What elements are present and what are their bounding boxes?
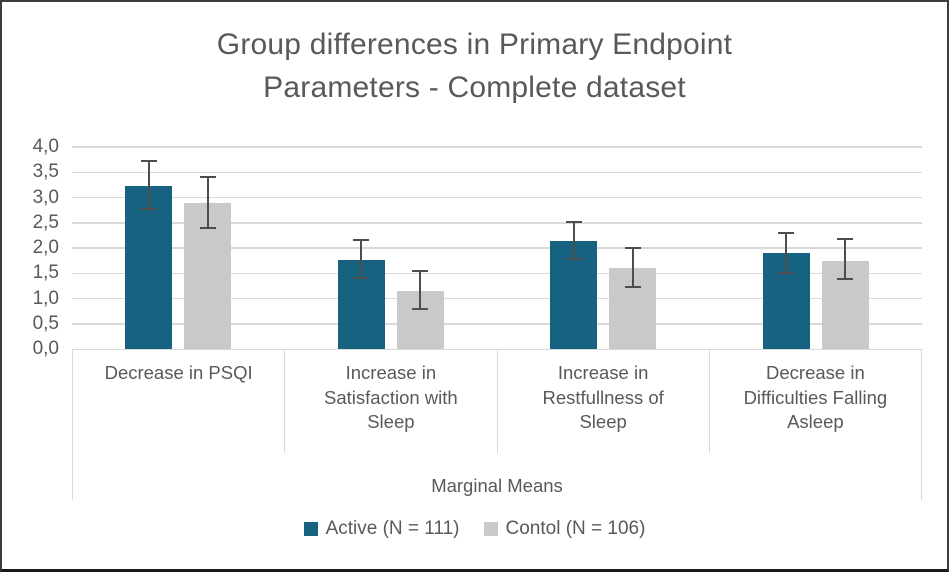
error-bar-line <box>419 270 422 309</box>
error-bar-cap <box>353 277 370 280</box>
error-bar-cap <box>624 286 641 289</box>
error-bar-line <box>844 238 847 280</box>
error-bar-cap <box>837 237 854 240</box>
category-label-row: Decrease in PSQI Increase in Satisfaction … <box>73 350 921 453</box>
legend-label: Contol (N = 106) <box>505 518 646 539</box>
gridline <box>72 171 922 173</box>
error-bar-cap <box>565 258 582 261</box>
error-bar-line <box>572 221 575 260</box>
category-label-line: Increase in <box>345 362 437 383</box>
error-bar-cap <box>412 307 429 310</box>
category-label-line: Difficulties Falling <box>743 386 888 408</box>
y-axis-tick-label: 3,5 <box>32 161 59 183</box>
error-bar-line <box>785 232 788 274</box>
category-label-line: Decrease in PSQI <box>104 362 253 383</box>
error-bar-cap <box>140 207 157 210</box>
category-label-line: Decrease in <box>766 362 865 383</box>
legend-swatch-icon <box>483 522 498 536</box>
chart-title-line-2: Parameters - Complete dataset <box>263 71 686 104</box>
gridline <box>72 222 922 224</box>
gridline <box>72 323 922 325</box>
category-label: Increase in Restfullness of Sleep <box>498 350 710 453</box>
y-axis-tick-label: 3,0 <box>32 186 59 208</box>
legend-swatch-icon <box>303 522 318 536</box>
error-bar-line <box>631 248 634 288</box>
error-bar-cap <box>199 176 216 179</box>
error-bar-cap <box>778 231 795 234</box>
axis-group-label: Marginal Means <box>431 475 563 496</box>
error-bar-cap <box>199 226 216 229</box>
category-label-line: Sleep <box>367 411 415 432</box>
y-axis-tick-label: 1,0 <box>32 287 59 309</box>
error-bar-line <box>360 240 363 279</box>
category-label: Decrease in Difficulties Falling Asleep <box>710 350 921 453</box>
error-bar-cap <box>140 160 157 163</box>
axis-group-label-row: Marginal Means <box>73 453 921 499</box>
gridline <box>72 297 922 300</box>
legend-item-control: Contol (N = 106) <box>483 518 646 540</box>
error-bar-cap <box>624 247 641 249</box>
y-axis-tick-label: 2,5 <box>32 211 59 233</box>
category-label-line: Asleep <box>787 411 844 432</box>
y-axis-tick-label: 4,0 <box>32 136 59 157</box>
chart-title-line-1: Group differences in Primary Endpoint <box>216 28 733 61</box>
category-label-line: Restfullness of <box>542 386 664 408</box>
y-axis-tick-label: 0,5 <box>32 312 59 334</box>
category-label: Increase in Satisfaction with Sleep <box>285 350 498 453</box>
bar-active <box>125 186 173 349</box>
error-bar-line <box>206 177 209 228</box>
error-bar-cap <box>353 239 370 242</box>
error-bar-cap <box>565 220 582 223</box>
error-bar-line <box>147 161 150 209</box>
category-axis-box: Decrease in PSQI Increase in Satisfaction … <box>72 349 922 500</box>
gridline <box>72 146 922 148</box>
category-label: Decrease in PSQI <box>73 350 286 453</box>
chart-title: Group differences in Primary Endpoint Pa… <box>2 23 947 109</box>
error-bar-cap <box>778 272 795 275</box>
category-label-line: Satisfaction with <box>324 386 458 408</box>
y-axis-tick-label: 1,5 <box>32 262 59 284</box>
y-axis-tick-label: 2,0 <box>32 237 59 258</box>
legend-item-active: Active (N = 111) <box>303 518 460 540</box>
gridline <box>72 272 922 274</box>
legend: Active (N = 111) Contol (N = 106) <box>2 518 947 540</box>
category-label-line: Sleep <box>579 411 627 432</box>
error-bar-cap <box>412 269 429 272</box>
y-axis-tick-label: 0,0 <box>32 338 59 359</box>
category-label-line: Increase in <box>557 362 649 383</box>
gridline <box>72 196 922 199</box>
legend-label: Active (N = 111) <box>325 518 460 539</box>
gridline <box>72 247 922 249</box>
error-bar-cap <box>837 278 854 281</box>
